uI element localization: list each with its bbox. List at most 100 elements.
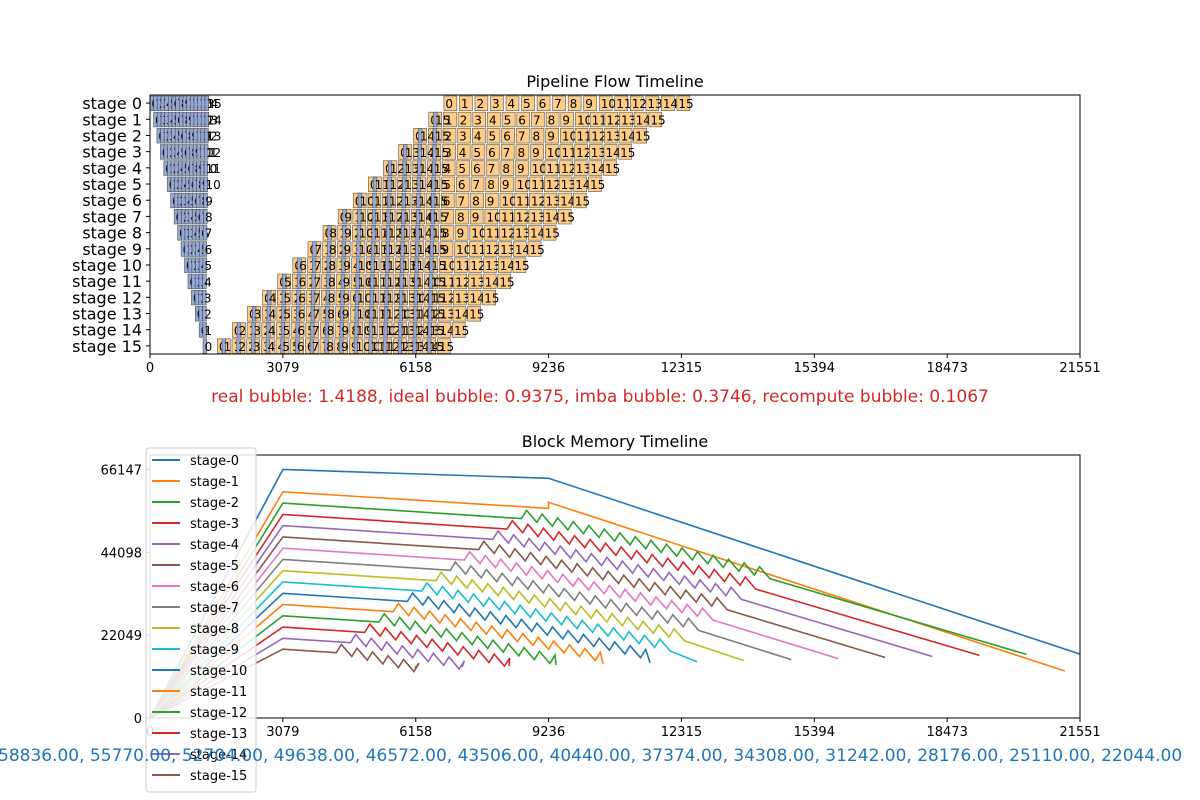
recompute-block-label: 6 <box>299 259 307 273</box>
backward-block-label: 13 <box>576 162 591 176</box>
recompute-block <box>267 289 272 306</box>
recompute-block <box>414 257 419 273</box>
backward-block <box>471 144 486 160</box>
backward-block <box>438 273 453 290</box>
recompute-block <box>236 322 242 338</box>
backward-block <box>573 192 587 209</box>
backward-block <box>440 209 455 225</box>
backward-block <box>589 144 603 160</box>
legend-label: stage-12 <box>190 706 247 721</box>
forward-block-label: 7 <box>205 227 213 241</box>
recompute-block-label: 6 <box>297 324 305 338</box>
pipeline-title: Pipeline Flow Timeline <box>526 72 703 91</box>
memory-legend: stage-0 stage-1 stage-2 stage-3 stage-4 stage… <box>145 447 257 793</box>
backward-block <box>472 128 486 144</box>
backward-block <box>604 111 619 128</box>
recompute-block-label: 7 <box>314 243 322 257</box>
legend-label: stage-13 <box>190 727 247 742</box>
backward-block <box>573 160 588 176</box>
backward-block <box>527 241 542 257</box>
backward-block-label: 10 <box>441 259 456 273</box>
recompute-block-label: 9 <box>344 243 352 257</box>
backward-block-label: 14 <box>560 194 575 208</box>
memory-line-stage-2 <box>150 502 1027 718</box>
recompute-block-label: 11 <box>371 324 386 338</box>
backward-block-label: 12 <box>561 162 576 176</box>
backward-block <box>529 192 543 209</box>
recompute-block <box>429 257 434 273</box>
backward-block <box>603 144 618 160</box>
recompute-block-label: 8 <box>328 259 336 273</box>
backward-block-label: 14 <box>621 130 636 144</box>
recompute-block <box>356 225 362 241</box>
recompute-block-label: 12 <box>389 178 404 192</box>
recompute-block-label: 9 <box>341 340 349 354</box>
recompute-block <box>355 257 361 273</box>
recompute-block-label: 4 <box>268 308 276 322</box>
recompute-block <box>355 273 360 290</box>
backward-block-label: 15 <box>545 227 560 241</box>
recompute-block <box>357 209 362 225</box>
backward-block <box>442 128 457 144</box>
pipeline-x-tick-label: 21551 <box>1059 361 1100 376</box>
recompute-block-label: 14 <box>419 162 434 176</box>
pipeline-x-tick-label: 6158 <box>399 361 432 376</box>
backward-block-label: 13 <box>530 211 545 225</box>
memory-y-tick-label: 22049 <box>101 629 142 644</box>
backward-block-label: 13 <box>545 194 560 208</box>
recompute-block-label: 3 <box>253 324 261 338</box>
recompute-block-label: 14 <box>415 308 430 322</box>
recompute-block-label: 10 <box>358 259 373 273</box>
backward-block <box>573 176 588 192</box>
forward-block <box>202 225 208 241</box>
backward-block-label: 15 <box>530 243 545 257</box>
memory-line-stage-12 <box>150 612 557 718</box>
recompute-block <box>433 111 438 128</box>
recompute-block <box>295 322 300 338</box>
backward-block <box>521 95 535 111</box>
forward-block <box>202 273 207 290</box>
legend-label: stage-8 <box>190 622 239 637</box>
recompute-block <box>383 322 388 338</box>
recompute-block-label: 15 <box>435 130 450 144</box>
recompute-block <box>372 192 377 209</box>
backward-block-label: 5 <box>504 113 512 127</box>
recompute-block <box>282 273 287 290</box>
backward-block-label: 2 <box>445 130 453 144</box>
recompute-block <box>384 306 389 322</box>
backward-block-label: 15 <box>514 259 529 273</box>
backward-block-label: 14 <box>575 178 590 192</box>
backward-block <box>633 128 647 144</box>
backward-block <box>484 225 498 241</box>
recompute-block-label: 12 <box>388 227 403 241</box>
backward-block-label: 11 <box>616 97 631 111</box>
recompute-block-label: 14 <box>419 178 434 192</box>
recompute-block-label: 8 <box>328 275 336 289</box>
memory-line-stage-7 <box>150 558 792 718</box>
backward-block <box>629 95 644 111</box>
recompute-block <box>251 322 256 338</box>
recompute-block <box>311 273 316 290</box>
backward-block-label: 10 <box>501 194 516 208</box>
recompute-block-label: 9 <box>344 211 352 225</box>
recompute-block <box>412 322 418 338</box>
recompute-block <box>432 144 437 160</box>
backward-block <box>529 176 543 192</box>
stage-label: stage 13 <box>72 305 142 324</box>
backward-block <box>559 144 574 160</box>
backward-block <box>439 257 453 273</box>
recompute-block-label: 6 <box>297 340 305 354</box>
backward-block <box>567 95 582 111</box>
backward-block-label: 10 <box>456 243 471 257</box>
recompute-block <box>326 257 331 273</box>
pipeline-x-tick-label: 9236 <box>532 361 565 376</box>
recompute-block <box>369 306 374 322</box>
backward-block <box>468 257 483 273</box>
backward-block-label: 9 <box>547 130 555 144</box>
backward-block-label: 12 <box>501 227 516 241</box>
backward-block <box>505 95 520 111</box>
recompute-block <box>387 192 392 209</box>
recompute-block-label: 13 <box>400 340 415 354</box>
backward-block <box>515 160 529 176</box>
backward-block <box>469 209 484 225</box>
